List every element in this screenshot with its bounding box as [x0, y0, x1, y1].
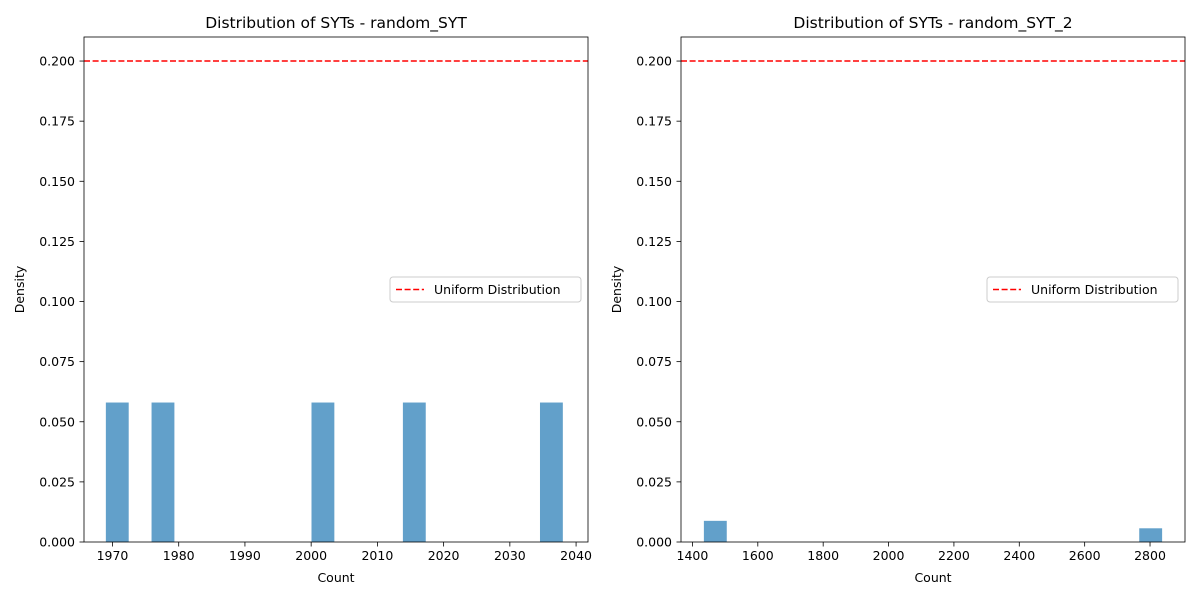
- chart-2-y-axis-label: Density: [609, 265, 624, 313]
- chart-2-legend-box: [986, 276, 1179, 303]
- chart-2-y-tick-label-3: 0.050: [636, 414, 672, 429]
- chart-1-y-axis-label: Density: [12, 265, 27, 313]
- chart-1-bar-4: [402, 402, 426, 542]
- chart-2-title: Distribution of SYTs - random_SYT_2: [793, 14, 1072, 33]
- chart-2-x-tick-label-7: 2600: [1069, 548, 1101, 563]
- chart-1-axes-frame: [83, 36, 589, 543]
- chart-1-y-tick-label-4: 0.075: [39, 354, 75, 369]
- chart-1-y-tick-label-2: 0.025: [39, 474, 75, 489]
- chart-1-x-tick-label-7: 2030: [494, 548, 526, 563]
- chart-1-bar-3: [311, 402, 335, 542]
- chart-2-y-tick-label-5: 0.100: [636, 294, 672, 309]
- chart-1-y-tick-label-3: 0.050: [39, 414, 75, 429]
- chart-1-y-tick-label-7: 0.150: [39, 174, 75, 189]
- chart-2-x-tick-label-4: 2000: [873, 548, 905, 563]
- chart-1-panel: 1970 1980 1990 2000 2010 2020 2030 2040 0.000 0.0…: [12, 14, 592, 585]
- chart-2-x-tick-label-8: 2800: [1134, 548, 1166, 563]
- chart-1-y-tick-label-9: 0.200: [39, 54, 75, 69]
- chart-2-y-tick-label-7: 0.150: [636, 174, 672, 189]
- chart-2-x-tick-label-3: 1800: [807, 548, 839, 563]
- chart-2-x-tick-label-2: 1600: [742, 548, 774, 563]
- chart-1-y-tick-label-6: 0.125: [39, 234, 75, 249]
- chart-2-y-tick-label-9: 0.200: [636, 54, 672, 69]
- chart-2-panel: 1400 1600 1800 2000 2200 2400 2600 2800 0.000 0.0…: [609, 14, 1186, 585]
- chart-1-x-tick-label-8: 2040: [560, 548, 592, 563]
- chart-1-y-tick-label-1: 0.000: [39, 535, 75, 550]
- chart-2-x-axis-label: Count: [914, 570, 951, 585]
- chart-2-x-tick-label-1: 1400: [677, 548, 709, 563]
- chart-2-y-tick-label-4: 0.075: [636, 354, 672, 369]
- chart-2-x-tick-label-5: 2200: [938, 548, 970, 563]
- chart-1-x-tick-label-6: 2020: [428, 548, 460, 563]
- chart-1-x-tick-label-2: 1980: [163, 548, 195, 563]
- chart-1-x-tick-label-3: 1990: [229, 548, 261, 563]
- chart-2-bar-2: [1139, 528, 1163, 542]
- chart-2-y-tick-label-6: 0.125: [636, 234, 672, 249]
- chart-2-y-tick-label-2: 0.025: [636, 474, 672, 489]
- chart-1-legend-box: [389, 276, 582, 303]
- chart-1-bar-2: [151, 402, 175, 542]
- chart-2-y-tick-label-1: 0.000: [636, 535, 672, 550]
- chart-2-bar-1: [703, 520, 727, 542]
- chart-1-legend-label: Uniform Distribution: [434, 282, 561, 297]
- chart-1-x-tick-label-4: 2000: [295, 548, 327, 563]
- chart-2-x-tick-label-6: 2400: [1003, 548, 1035, 563]
- chart-1-x-tick-label-5: 2010: [361, 548, 393, 563]
- chart-1-bar-1: [105, 402, 129, 542]
- chart-1-bar-5: [539, 402, 563, 542]
- chart-1-y-tick-label-8: 0.175: [39, 114, 75, 129]
- chart-2-axes-frame: [680, 36, 1186, 543]
- chart-1-x-tick-label-1: 1970: [97, 548, 129, 563]
- chart-2-y-tick-label-8: 0.175: [636, 114, 672, 129]
- chart-2-legend-label: Uniform Distribution: [1031, 282, 1158, 297]
- chart-1-x-axis-label: Count: [317, 570, 354, 585]
- chart-1-y-tick-label-5: 0.100: [39, 294, 75, 309]
- chart-1-title: Distribution of SYTs - random_SYT: [205, 14, 467, 33]
